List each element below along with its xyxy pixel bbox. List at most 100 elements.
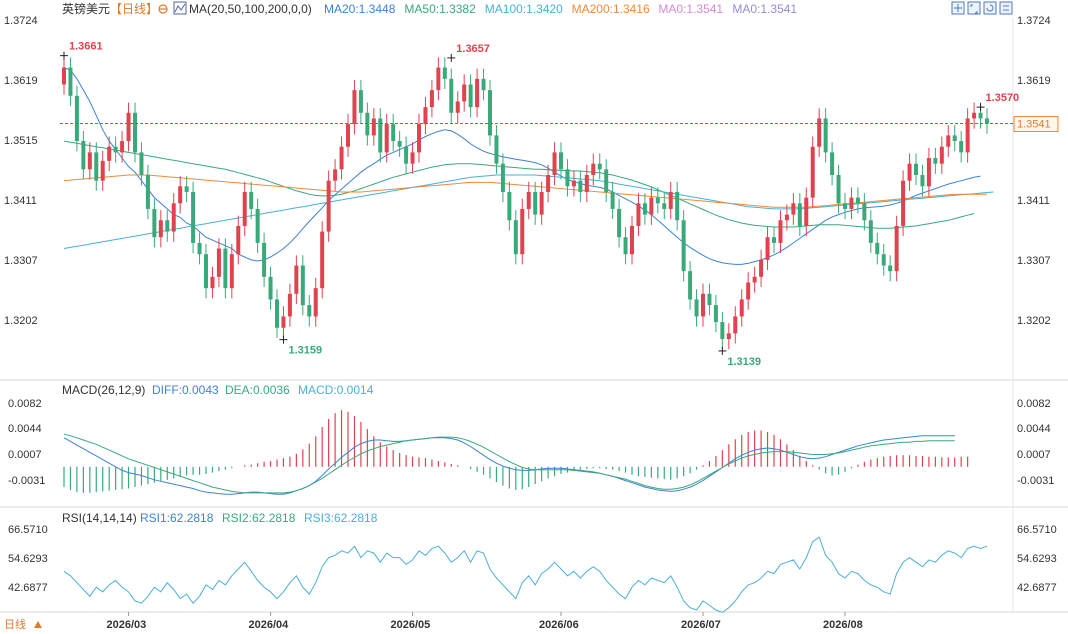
candle[interactable] xyxy=(733,306,738,344)
candle[interactable] xyxy=(984,108,990,134)
candle[interactable] xyxy=(365,102,370,146)
candle[interactable] xyxy=(694,289,699,327)
candle[interactable] xyxy=(636,193,641,237)
candle[interactable] xyxy=(378,108,383,163)
candle[interactable] xyxy=(210,266,215,299)
candlestick-series[interactable] xyxy=(61,57,990,350)
candle[interactable] xyxy=(810,136,815,208)
candle[interactable] xyxy=(223,238,228,299)
candle[interactable] xyxy=(429,79,434,118)
candle[interactable] xyxy=(475,68,480,118)
candle[interactable] xyxy=(81,130,86,180)
candle[interactable] xyxy=(552,142,557,186)
candle[interactable] xyxy=(468,74,473,118)
candle[interactable] xyxy=(842,193,848,220)
candle[interactable] xyxy=(765,227,770,271)
candle[interactable] xyxy=(184,176,189,203)
candle[interactable] xyxy=(584,164,589,203)
candle[interactable] xyxy=(120,130,125,163)
candle[interactable] xyxy=(274,289,280,338)
candle[interactable] xyxy=(713,294,718,333)
period-selector[interactable]: 日线 xyxy=(4,617,26,631)
candle[interactable] xyxy=(546,164,551,203)
candle[interactable] xyxy=(539,181,544,225)
candle[interactable] xyxy=(132,102,138,163)
candle[interactable] xyxy=(94,142,99,191)
candle[interactable] xyxy=(617,198,622,248)
candle[interactable] xyxy=(513,210,518,265)
candle[interactable] xyxy=(449,68,454,123)
candle[interactable] xyxy=(759,249,764,288)
candle[interactable] xyxy=(681,210,686,282)
candle[interactable] xyxy=(262,232,267,288)
candle[interactable] xyxy=(242,181,247,237)
candle[interactable] xyxy=(287,283,292,327)
candle[interactable] xyxy=(959,130,964,163)
settings-icon[interactable] xyxy=(999,1,1013,15)
candle[interactable] xyxy=(662,193,667,220)
candle[interactable] xyxy=(894,215,899,282)
candle[interactable] xyxy=(384,113,389,163)
candle[interactable] xyxy=(855,187,860,214)
candle[interactable] xyxy=(836,164,841,214)
candle[interactable] xyxy=(61,57,67,95)
candle[interactable] xyxy=(197,232,202,265)
candle[interactable] xyxy=(113,136,118,163)
candle[interactable] xyxy=(849,187,854,220)
settings-circle-icon[interactable] xyxy=(158,4,168,14)
candle[interactable] xyxy=(823,108,828,163)
candle[interactable] xyxy=(249,181,254,220)
candle[interactable] xyxy=(707,283,712,316)
candle[interactable] xyxy=(830,142,835,186)
candle[interactable] xyxy=(87,142,92,180)
candle[interactable] xyxy=(436,57,441,101)
candle[interactable] xyxy=(862,193,867,231)
candle[interactable] xyxy=(972,102,977,129)
candle[interactable] xyxy=(720,311,725,350)
candle[interactable] xyxy=(939,136,944,174)
candle[interactable] xyxy=(339,136,344,180)
candle[interactable] xyxy=(268,266,273,310)
candle[interactable] xyxy=(391,113,396,152)
candle[interactable] xyxy=(752,266,757,293)
candle[interactable] xyxy=(191,181,196,254)
candle[interactable] xyxy=(216,238,221,288)
candle[interactable] xyxy=(507,181,512,231)
candle[interactable] xyxy=(442,57,447,90)
candle[interactable] xyxy=(946,125,951,157)
candle[interactable] xyxy=(907,153,912,191)
candle[interactable] xyxy=(139,142,144,186)
candle[interactable] xyxy=(804,187,809,237)
candle[interactable] xyxy=(817,108,822,157)
candle[interactable] xyxy=(145,164,150,220)
candle[interactable] xyxy=(203,244,209,299)
candle[interactable] xyxy=(778,210,783,254)
candle[interactable] xyxy=(726,323,731,350)
candle[interactable] xyxy=(565,159,570,197)
candle[interactable] xyxy=(655,187,660,214)
candle[interactable] xyxy=(68,57,73,106)
candle[interactable] xyxy=(901,170,906,237)
candle[interactable] xyxy=(920,164,925,197)
candle[interactable] xyxy=(623,227,628,265)
candle[interactable] xyxy=(494,125,499,174)
candle[interactable] xyxy=(591,153,596,186)
candle[interactable] xyxy=(229,244,234,299)
candle[interactable] xyxy=(868,210,873,254)
candle[interactable] xyxy=(326,170,331,242)
candle[interactable] xyxy=(352,79,357,135)
candle[interactable] xyxy=(933,147,938,174)
candle[interactable] xyxy=(797,193,802,237)
candle[interactable] xyxy=(158,210,163,248)
period-label[interactable]: 【日线】 xyxy=(110,2,158,16)
candle[interactable] xyxy=(926,147,931,197)
candle[interactable] xyxy=(371,108,376,146)
candle[interactable] xyxy=(526,181,531,220)
candle[interactable] xyxy=(597,153,602,180)
candle[interactable] xyxy=(152,198,157,248)
candle[interactable] xyxy=(423,96,428,135)
candle[interactable] xyxy=(345,113,351,157)
candle[interactable] xyxy=(746,272,751,310)
candle[interactable] xyxy=(358,79,363,123)
candle[interactable] xyxy=(520,198,525,265)
